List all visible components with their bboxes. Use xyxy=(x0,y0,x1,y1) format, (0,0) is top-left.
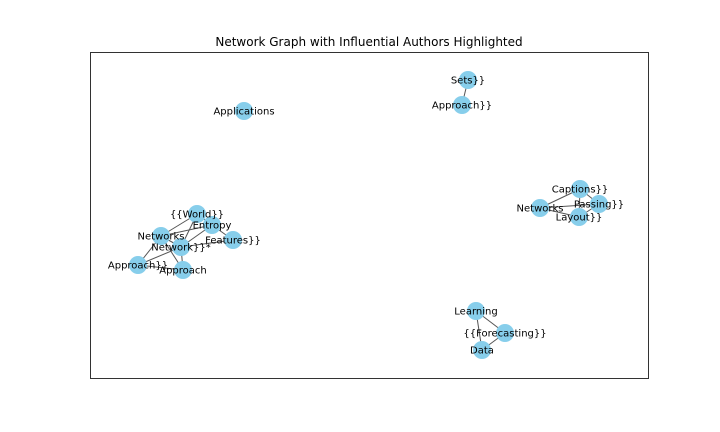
labels-layer: Applications Sets}} Approach}} Captions}} Pa… xyxy=(108,76,624,357)
node-label-network_star: Network}}* xyxy=(151,243,210,254)
node-learning[interactable] xyxy=(467,302,485,320)
node-networks_l[interactable] xyxy=(152,227,170,245)
node-world[interactable] xyxy=(188,205,206,223)
node-label-features: Features}} xyxy=(205,236,261,247)
node-label-world: {{World}} xyxy=(170,210,224,221)
nodes-layer xyxy=(129,71,608,359)
node-sets[interactable] xyxy=(459,71,477,89)
node-label-sets: Sets}} xyxy=(451,76,485,87)
edge-networks_r-passing xyxy=(539,203,600,209)
node-passing[interactable] xyxy=(590,195,608,213)
node-layout[interactable] xyxy=(570,208,588,226)
node-label-approach_b: Approach}} xyxy=(432,101,492,112)
chart-title: Network Graph with Influential Authors H… xyxy=(215,35,522,49)
node-label-learning: Learning xyxy=(454,307,497,318)
node-label-entropy: Entropy xyxy=(193,221,232,232)
node-approach_l[interactable] xyxy=(129,256,147,274)
node-label-approach_m: Approach xyxy=(159,266,207,277)
node-entropy[interactable] xyxy=(203,216,221,234)
node-applications[interactable] xyxy=(235,102,253,120)
plot-frame xyxy=(90,52,649,379)
node-label-captions: Captions}} xyxy=(552,185,609,196)
node-label-networks_r: Networks xyxy=(517,204,564,215)
node-networks_r[interactable] xyxy=(531,199,549,217)
node-label-forecasting: {{Forecasting}} xyxy=(463,329,546,340)
node-label-layout: Layout}} xyxy=(556,213,603,224)
node-label-approach_l: Approach}} xyxy=(108,261,168,272)
node-label-networks_l: Networks xyxy=(138,232,185,243)
node-network_star[interactable] xyxy=(172,238,190,256)
node-label-data: Data xyxy=(470,346,494,357)
node-features[interactable] xyxy=(224,231,242,249)
node-forecasting[interactable] xyxy=(496,324,514,342)
node-label-applications: Applications xyxy=(213,107,274,118)
node-captions[interactable] xyxy=(571,180,589,198)
node-approach_b[interactable] xyxy=(453,96,471,114)
node-data[interactable] xyxy=(473,341,491,359)
node-approach_m[interactable] xyxy=(174,261,192,279)
node-label-passing: Passing}} xyxy=(574,200,624,211)
